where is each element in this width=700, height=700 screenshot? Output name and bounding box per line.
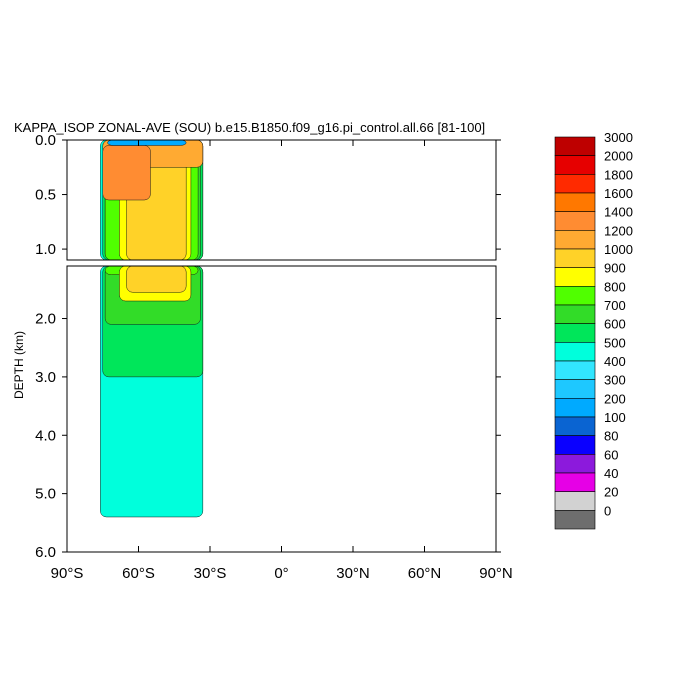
colorbar-box	[554, 174, 596, 194]
y-tick-label: 0.0	[35, 132, 56, 149]
x-tick-label: 90°N	[479, 565, 513, 582]
colorbar-box	[554, 435, 596, 455]
colorbar-box	[554, 510, 596, 530]
colorbar-box	[554, 304, 596, 324]
colorbar-box	[554, 248, 596, 268]
colorbar-label: 1400	[604, 205, 633, 220]
colorbar-label: 200	[604, 391, 626, 406]
colorbar-label: 400	[604, 354, 626, 369]
colorbar-label: 0	[604, 503, 611, 518]
colorbar-label: 1800	[604, 167, 633, 182]
x-tick-label: 30°N	[336, 565, 370, 582]
x-axis: 90°S 60°S 30°S 0° 30°N 60°N 90°N	[51, 140, 513, 582]
y-axis-label: DEPTH (km)	[12, 331, 26, 399]
colorbar-box	[554, 342, 596, 362]
upper-panel-plot	[100, 139, 204, 261]
colorbar-label: 80	[604, 429, 618, 444]
data-region	[107, 139, 187, 146]
y-tick-label: 5.0	[35, 486, 56, 503]
y-tick-label: 6.0	[35, 544, 56, 561]
colorbar-label: 3000	[604, 130, 633, 145]
chart-title: KAPPA_ISOP ZONAL-AVE (SOU) b.e15.B1850.f…	[14, 120, 485, 135]
x-tick-label: 60°N	[408, 565, 442, 582]
lower-panel: 2.0 3.0 4.0 5.0 6.0	[35, 265, 501, 561]
lower-panel-ticks: 2.0 3.0 4.0 5.0 6.0	[35, 311, 501, 561]
colorbar-label: 1000	[604, 242, 633, 257]
colorbar-box	[554, 267, 596, 287]
colorbar-box	[554, 155, 596, 175]
y-tick-label: 3.0	[35, 369, 56, 386]
colorbar-label: 20	[604, 485, 618, 500]
colorbar-box	[554, 192, 596, 212]
x-tick-label: 60°S	[122, 565, 155, 582]
y-tick-label: 1.0	[35, 241, 56, 258]
colorbar-label: 40	[604, 466, 618, 481]
x-tick-label: 0°	[274, 565, 288, 582]
y-tick-label: 0.5	[35, 187, 56, 204]
colorbar-box	[554, 472, 596, 492]
colorbar-box	[554, 286, 596, 306]
data-region	[102, 145, 151, 201]
colorbar-label: 900	[604, 261, 626, 276]
colorbar-label: 600	[604, 317, 626, 332]
colorbar-label: 1600	[604, 186, 633, 201]
colorbar-box	[554, 379, 596, 399]
upper-panel-ticks: 0.0 0.5 1.0	[35, 132, 501, 258]
colorbar-box	[554, 323, 596, 343]
colorbar-box	[554, 211, 596, 231]
colorbar-box	[554, 416, 596, 436]
colorbar-box	[554, 491, 596, 511]
colorbar-label: 500	[604, 335, 626, 350]
colorbar-box	[554, 398, 596, 418]
colorbar-box	[554, 136, 596, 156]
colorbar-label: 100	[604, 410, 626, 425]
y-tick-label: 2.0	[35, 311, 56, 328]
upper-panel: 0.0 0.5 1.0	[35, 132, 501, 261]
colorbar-label: 300	[604, 373, 626, 388]
colorbar-box	[554, 360, 596, 380]
colorbar-label: 60	[604, 447, 618, 462]
data-region	[126, 265, 187, 293]
x-tick-label: 30°S	[194, 565, 227, 582]
y-tick-label: 4.0	[35, 427, 56, 444]
colorbar-label: 2000	[604, 149, 633, 164]
colorbar-label: 1200	[604, 223, 633, 238]
x-tick-label: 90°S	[51, 565, 84, 582]
colorbar-box	[554, 454, 596, 474]
colorbar-label: 700	[604, 298, 626, 313]
colorbar-label: 800	[604, 279, 626, 294]
lower-panel-plot	[100, 265, 204, 518]
colorbar-box	[554, 230, 596, 250]
colorbar: 3000200018001600140012001000900800700600…	[554, 130, 633, 530]
